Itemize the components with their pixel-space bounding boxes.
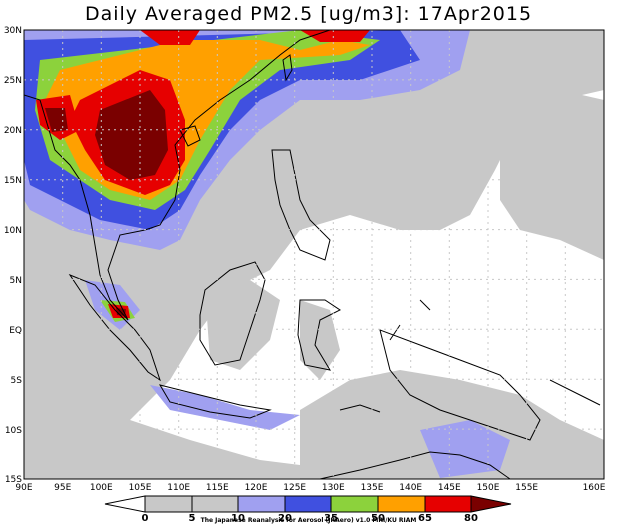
colorbar-swatch <box>191 495 239 513</box>
lat-label: 30N <box>4 26 22 36</box>
lat-label: 20N <box>4 126 22 136</box>
coast-philippines <box>271 149 331 261</box>
coast-islands <box>339 299 601 413</box>
colorbar-label: 35 <box>324 513 338 524</box>
lon-label: 135E <box>361 483 384 493</box>
coast-java <box>158 384 272 419</box>
colorbar-label: 0 <box>142 513 149 524</box>
colorbar-swatch <box>144 495 193 513</box>
lon-label: 105E <box>129 483 152 493</box>
lon-label: 120E <box>245 483 268 493</box>
colorbar-swatch <box>284 495 332 513</box>
coast-australia <box>319 451 511 479</box>
colorbar-swatch <box>330 495 379 513</box>
map-frame <box>23 29 605 480</box>
lat-label: EQ <box>9 326 22 336</box>
coast-borneo <box>199 261 266 366</box>
lat-label: 15S <box>5 475 22 485</box>
field-5-10-celebes <box>300 300 340 380</box>
colorbar-swatch <box>237 495 286 513</box>
field-5-10-borneo <box>205 280 280 370</box>
colorbar-swatch <box>377 495 426 513</box>
coast-taiwan <box>282 54 293 82</box>
lat-label: 5N <box>10 276 22 286</box>
colorbar-label: 65 <box>418 513 432 524</box>
lon-label: 115E <box>206 483 229 493</box>
lat-label: 10S <box>5 426 22 436</box>
lat-label: 10N <box>4 226 22 236</box>
lat-label: 25N <box>4 76 22 86</box>
colorbar-label: 10 <box>231 513 245 524</box>
coast-hainan <box>179 125 201 147</box>
coastlines <box>24 30 601 479</box>
lat-label: 5S <box>11 376 23 386</box>
lon-label: 110E <box>167 483 190 493</box>
credit-line: The Japanese Reanalysis for Aerosol (JRA… <box>200 517 417 524</box>
map-title: Daily Averaged PM2.5 [ug/m3]: 17Apr2015 <box>84 3 533 25</box>
colorbar-label: 80 <box>464 513 478 524</box>
coast-sulawesi <box>297 299 341 371</box>
lat-label: 15N <box>4 176 22 186</box>
lon-label: 90E <box>15 483 32 493</box>
field-65-80-north2 <box>300 30 370 42</box>
coast-sumatra <box>68 273 161 382</box>
lon-label: 160E <box>583 483 606 493</box>
colorbar-label: 50 <box>371 513 385 524</box>
gridlines <box>24 30 604 479</box>
colorbar-swatch <box>470 495 512 513</box>
colorbar: 0 5 10 20 35 50 65 80 <box>104 495 512 524</box>
lon-axis: 90E 95E 100E 105E 110E 115E 120E 125E 13… <box>15 483 605 493</box>
field-5-10-east <box>500 90 604 260</box>
coast-mainland <box>24 30 331 321</box>
lon-label: 100E <box>90 483 113 493</box>
lon-label: 130E <box>322 483 345 493</box>
lat-axis: 30N 25N 20N 15N 10N 5N EQ 5S 10S 15S <box>4 26 22 485</box>
lon-label: 140E <box>399 483 422 493</box>
lon-label: 150E <box>477 483 500 493</box>
colorbar-label: 20 <box>278 513 292 524</box>
field-10-20-java <box>150 385 300 430</box>
colorbar-swatch <box>104 495 146 513</box>
lon-label: 125E <box>283 483 306 493</box>
colorbar-swatch <box>424 495 472 513</box>
lon-label: 95E <box>54 483 71 493</box>
field-80plus <box>95 90 168 180</box>
lon-label: 145E <box>438 483 461 493</box>
colorbar-label: 5 <box>189 513 196 524</box>
coast-newguinea <box>379 329 541 441</box>
field-65-80-north <box>140 30 200 45</box>
lon-label: 155E <box>515 483 538 493</box>
